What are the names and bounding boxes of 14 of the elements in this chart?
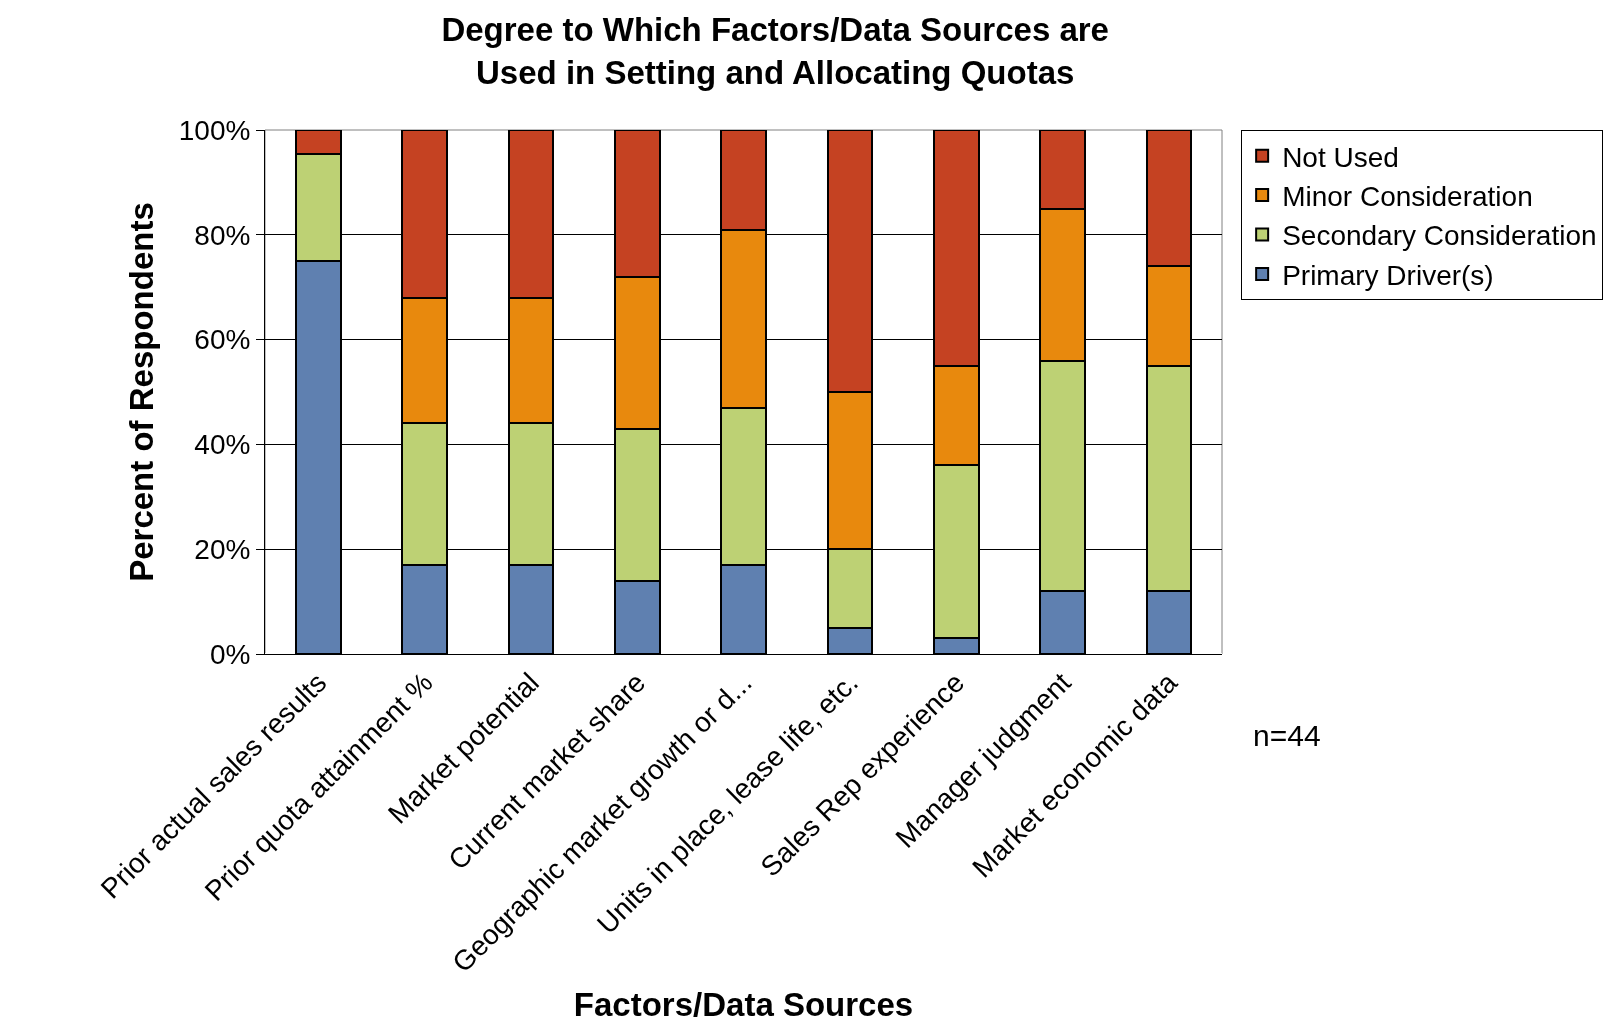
y-tick-label: 20% bbox=[194, 534, 251, 565]
text: n=44 bbox=[1253, 719, 1321, 752]
legend-label: Primary Driver(s) bbox=[1282, 259, 1494, 291]
y-tick-label: 80% bbox=[194, 219, 251, 251]
y-axis-title: Percent of Respondents bbox=[122, 202, 160, 582]
y-tick-label: 100% bbox=[178, 114, 251, 146]
legend-label: Not Used bbox=[1282, 141, 1399, 173]
y-tick-label: 0% bbox=[209, 638, 251, 670]
legend-label: Minor Consideration bbox=[1282, 181, 1533, 213]
chart-title: Degree to Which Factors/Data Sources are Used in Setting and Allocating Quotas bbox=[441, 11, 1109, 92]
legend-label: Secondary Consideration bbox=[1282, 220, 1597, 252]
x-axis-title: Factors/Data Sources bbox=[573, 985, 914, 1023]
y-tick-label: 60% bbox=[194, 324, 251, 356]
y-tick-label: 40% bbox=[194, 429, 251, 461]
